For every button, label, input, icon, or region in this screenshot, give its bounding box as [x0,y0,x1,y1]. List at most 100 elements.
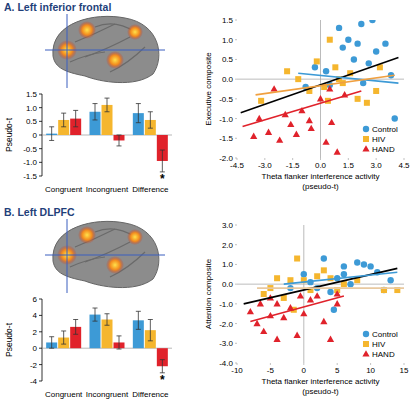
significance-mark: * [160,172,165,186]
error-bar [136,311,141,329]
point [341,271,347,277]
legend-marker [363,136,369,142]
y-tick-label: -1.0 [219,300,233,309]
y-tick [39,121,42,122]
error-stem [75,110,76,126]
point [287,277,293,283]
error-cap [117,145,122,146]
y-tick [39,94,42,95]
error-cap [93,103,98,104]
y-tick [235,303,237,304]
panel-title: B. Left DLPFC [4,206,75,218]
y-tick-label: 3.0 [222,221,234,230]
category-label: Difference [132,185,169,194]
x-tick [237,363,238,365]
fit-line [257,287,404,289]
point [366,60,372,66]
error-cap [105,313,110,314]
point [328,275,334,281]
point [322,138,329,144]
point [392,115,398,121]
point [320,318,327,324]
bar-axis: 1.51.00.50-0.5-1.0-1.5 [23,90,42,181]
y-tick [39,176,42,177]
x-tick [404,363,405,365]
point [247,308,254,314]
y-tick-label: -1.5 [219,134,233,143]
error-cap [136,122,141,123]
y-tick-label: -2 [30,361,38,370]
y-tick-label: 0 [33,344,38,353]
y-tick-label: 1.0 [222,36,234,45]
y-tick [235,98,237,99]
y-tick-label: -3.0 [219,339,233,348]
point [345,37,351,43]
y-tick [39,364,42,365]
point [294,256,300,262]
y-tick-label: 2 [33,328,38,337]
error-stem [75,320,76,335]
point [306,117,313,123]
brain-image [45,14,165,88]
point [258,98,264,104]
fit-line [256,75,395,95]
point [354,40,360,46]
point [271,85,278,91]
bars [42,308,172,373]
point [280,314,287,320]
y-axis-title: Attention composite [204,258,213,329]
error-stem [95,308,96,321]
point [261,291,267,297]
point [331,307,337,313]
y-tick-label: 1.5 [26,90,38,99]
point [340,44,346,50]
point [314,292,321,298]
activation-blob [78,21,96,39]
error-stem [119,135,120,146]
error-bar [49,337,54,348]
legend-marker [362,350,369,356]
error-cap [73,126,78,127]
error-cap [117,135,122,136]
x-tick [264,158,265,160]
scatter-axes: 3.02.01.00.0-1.0-2.0-3.0-4.0-10-5051015 [219,221,409,375]
point [336,25,342,31]
error-bar [148,320,153,341]
brain-outline [53,16,159,82]
point [274,275,280,281]
fit-line [284,272,398,284]
error-cap [117,335,122,336]
x-tick [270,363,271,365]
y-tick-label: 4 [33,311,38,320]
x-tick [303,363,304,365]
y-tick [235,138,237,139]
category-label: Congruent [45,185,83,194]
error-cap [93,321,98,322]
y-tick-label: 6 [33,295,38,304]
point [317,95,324,101]
error-cap [61,330,66,331]
legend-marker [363,331,369,337]
point [347,281,353,287]
error-cap [73,319,78,320]
point [321,255,327,261]
point [321,267,327,273]
error-cap [160,150,165,151]
error-bar [105,98,110,112]
scatter-axes: 1.51.00.50.0-0.5-1.0-1.5-2.0-4.5-3.0-1.5… [219,16,410,170]
error-stem [138,311,139,329]
point [332,64,338,70]
x-axis-title-line: (pseudo-t) [302,182,339,191]
brain-outline [53,221,159,287]
point [358,21,364,27]
error-stem [63,113,64,127]
category-label: Congruent [45,390,83,399]
y-tick-label: 1.0 [26,104,38,113]
point [287,121,294,127]
error-cap [160,359,165,360]
error-bar [117,336,122,349]
x-tick [376,158,377,160]
point [327,336,334,342]
y-tick-label: 0.0 [222,75,234,84]
error-cap [49,336,54,337]
